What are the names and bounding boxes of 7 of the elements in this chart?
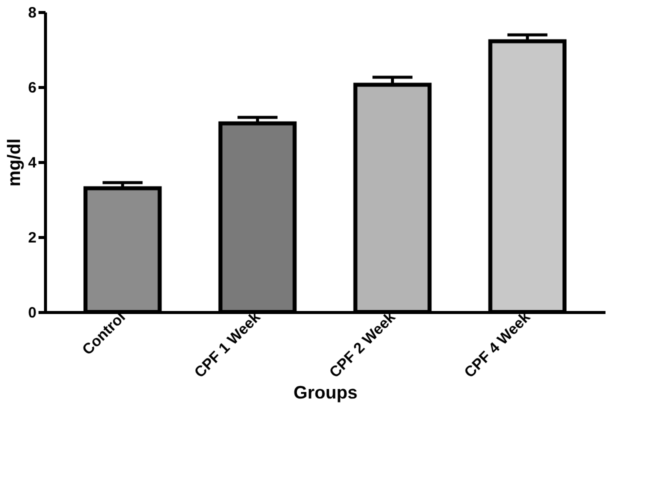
y-axis-title: mg/dl xyxy=(4,138,24,186)
y-tick-label: 0 xyxy=(28,304,36,322)
y-tick-label: 4 xyxy=(28,154,38,172)
y-tick-label: 2 xyxy=(28,230,36,246)
y-tick-label: 6 xyxy=(28,80,36,96)
x-axis-title: Groups xyxy=(293,382,358,403)
y-tick-label: 8 xyxy=(28,4,36,22)
